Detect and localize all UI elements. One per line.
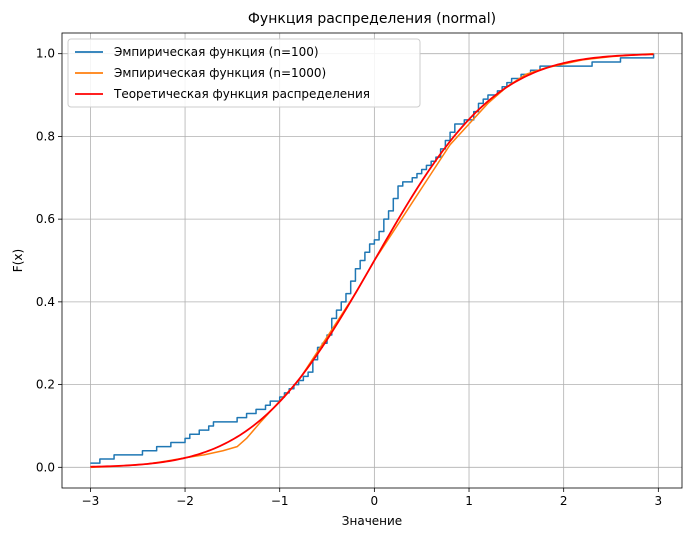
x-tick-label: 0 [371, 494, 379, 508]
chart-title: Функция распределения (normal) [248, 11, 496, 27]
grid [62, 33, 682, 488]
x-tick-label: 1 [465, 494, 473, 508]
x-axis-label: Значение [342, 514, 402, 528]
x-tick-label: −2 [176, 494, 194, 508]
y-tick-label: 1.0 [36, 47, 55, 61]
plot-series [90, 52, 655, 469]
y-tick-label: 0.4 [36, 295, 55, 309]
y-tick-label: 0.6 [36, 212, 55, 226]
legend-entry: Эмпирическая функция (n=100) [114, 45, 319, 59]
legend-box [67, 38, 421, 108]
legend-entry: Эмпирическая функция (n=1000) [114, 66, 326, 80]
y-tick-label: 0.0 [36, 460, 55, 474]
series-line-3 [90, 53, 654, 468]
legend: Эмпирическая функция (n=100) Эмпирическая… [67, 38, 421, 108]
x-tick-label: 3 [655, 494, 663, 508]
axes-frame [61, 32, 683, 489]
y-tick-label: 0.8 [36, 129, 55, 143]
x-tick-label: 2 [560, 494, 568, 508]
x-tick-label: −3 [82, 494, 100, 508]
y-tick-label: 0.2 [36, 378, 55, 392]
ticks: −3 −2 −1 0 1 2 3 0.0 0.2 0.4 0.6 0.8 1.0 [36, 47, 662, 508]
legend-entry: Теоретическая функция распределения [113, 87, 370, 101]
x-tick-label: −1 [271, 494, 289, 508]
y-axis-label: F(x) [11, 249, 25, 272]
